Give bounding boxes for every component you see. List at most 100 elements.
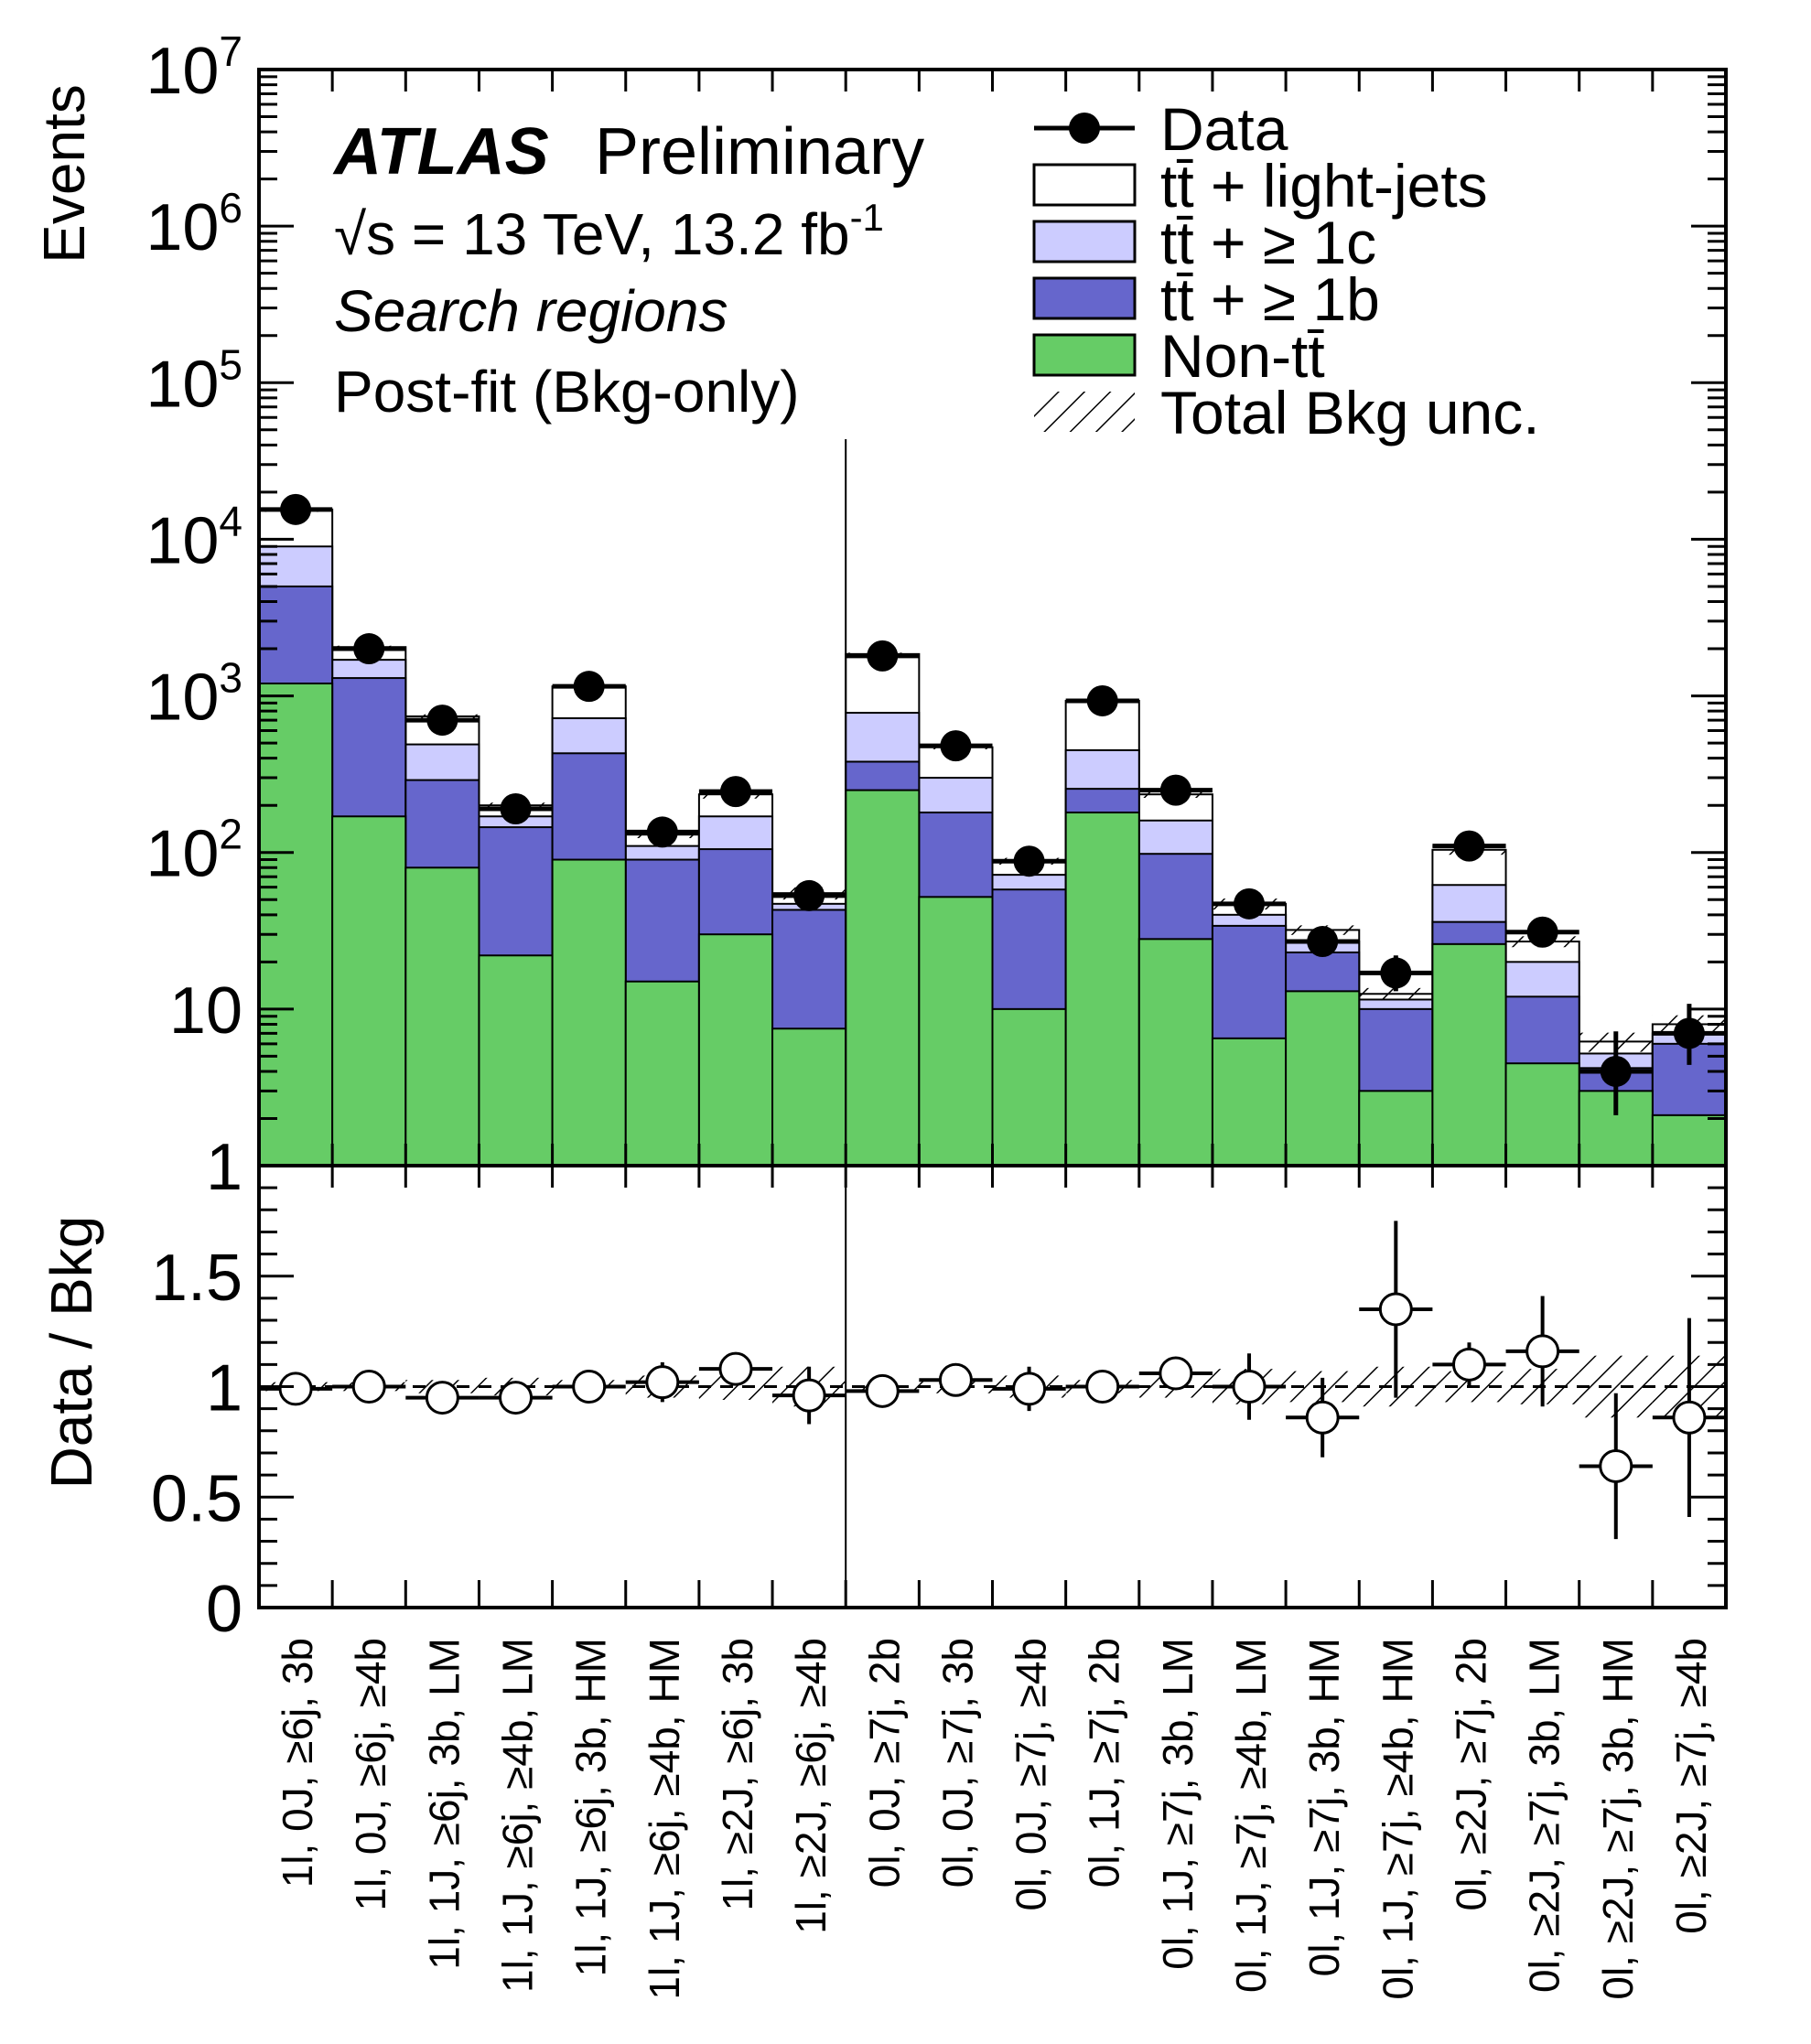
y-tick-label: 103 xyxy=(146,654,243,735)
ratio-point-5 xyxy=(572,1370,607,1404)
legend-swatch-4 xyxy=(1032,276,1137,320)
y-tick-base: 10 xyxy=(169,974,243,1048)
data-point-16 xyxy=(1380,957,1412,989)
category-label-3: 1l, 1J, ≥6j, 3b, LM xyxy=(420,1638,468,1970)
ratio-point-17 xyxy=(1451,1347,1486,1382)
y-tick-label: 106 xyxy=(146,184,243,264)
data-point-20 xyxy=(1673,1017,1705,1049)
legend-hatch xyxy=(1034,392,1135,432)
legend-label-5: Non-tt̄ xyxy=(1160,322,1325,390)
ratio-point-3 xyxy=(425,1381,459,1415)
ratio-point-12 xyxy=(1085,1370,1120,1404)
bar-nontt-18 xyxy=(1504,1062,1580,1167)
bkg-unc-16 xyxy=(1359,987,1433,1001)
bar-nontt-6 xyxy=(624,980,700,1167)
status-label: Preliminary xyxy=(595,115,924,188)
category-labels: 1l, 0J, ≥6j, 3b 1l, 0J, ≥6j, ≥4b 1l, 1J, ≥… xyxy=(274,1638,1715,2000)
ratio-point-20 xyxy=(1672,1400,1707,1435)
legend-swatch-3 xyxy=(1032,220,1137,264)
lumi-exponent: -1 xyxy=(850,196,884,239)
category-label-2: 1l, 0J, ≥6j, ≥4b xyxy=(347,1638,394,1911)
ratio-point-16 xyxy=(1378,1292,1413,1327)
atlas-label: ATLAS Preliminary √s = 13 TeV, 13.2 fb-1… xyxy=(332,115,924,425)
data-point-15 xyxy=(1307,926,1339,958)
energy-lumi-text: √s = 13 TeV, 13.2 fb xyxy=(334,201,850,267)
ratio-point-14 xyxy=(1232,1370,1267,1404)
ratio-point-13 xyxy=(1159,1356,1193,1391)
legend-swatch-2 xyxy=(1032,163,1137,207)
ratio-y-axis-label: Data / Bkg xyxy=(38,1216,104,1490)
category-label-16: 0l, 1J, ≥7j, ≥4b, HM xyxy=(1374,1638,1421,2000)
category-label-18: 0l, ≥2J, ≥7j, 3b, LM xyxy=(1521,1638,1568,1993)
category-label-13: 0l, 1J, ≥7j, 3b, LM xyxy=(1154,1638,1202,1970)
y-tick-exponent: 4 xyxy=(219,497,243,544)
y-tick-base: 10 xyxy=(146,35,219,108)
y-tick-base: 10 xyxy=(146,348,219,421)
region-label: Search regions xyxy=(334,278,728,344)
data-point-11 xyxy=(1013,845,1045,877)
bar-nontt-8 xyxy=(771,1027,847,1167)
y-tick-label: 105 xyxy=(146,340,243,421)
ratio-point-2 xyxy=(351,1370,386,1404)
y-tick-label: 1 xyxy=(206,1131,243,1204)
ratio-tick-label: 1.5 xyxy=(151,1242,243,1315)
ratio-point-4 xyxy=(499,1381,534,1415)
data-point-7 xyxy=(719,776,751,808)
data-point-8 xyxy=(793,879,825,911)
data-point-2 xyxy=(353,633,385,665)
category-label-15: 0l, 1J, ≥7j, 3b, HM xyxy=(1300,1638,1348,1976)
ratio-point-18 xyxy=(1525,1334,1560,1369)
category-label-11: 0l, 0J, ≥7j, ≥4b xyxy=(1008,1638,1055,1911)
main-panel xyxy=(258,493,1727,1167)
data-point-19 xyxy=(1600,1055,1632,1087)
y-axis-label: Events xyxy=(31,84,97,264)
bar-nontt-9 xyxy=(845,789,921,1167)
ratio-panel xyxy=(259,1221,1726,1540)
ratio-point-9 xyxy=(865,1373,900,1408)
y-tick-label: 102 xyxy=(146,811,243,891)
legend-swatch-5 xyxy=(1032,333,1137,377)
category-label-8: 1l, ≥2J, ≥6j, ≥4b xyxy=(787,1638,835,1934)
ratio-point-10 xyxy=(938,1362,973,1397)
legend-label-6: Total Bkg unc. xyxy=(1160,379,1540,446)
category-label-20: 0l, ≥2J, ≥7j, ≥4b xyxy=(1667,1638,1715,1934)
legend-data-marker xyxy=(1069,113,1100,144)
energy-lumi-label: √s = 13 TeV, 13.2 fb-1 xyxy=(334,196,884,267)
y-tick-base: 10 xyxy=(146,662,219,735)
y-tick-exponent: 6 xyxy=(219,184,243,231)
y-tick-base: 10 xyxy=(146,818,219,891)
ratio-point-1 xyxy=(278,1372,313,1406)
bar-nontt-16 xyxy=(1358,1090,1434,1167)
y-tick-base: 1 xyxy=(206,1131,243,1204)
category-label-5: 1l, 1J, ≥6j, 3b, HM xyxy=(567,1638,615,1976)
category-label-7: 1l, ≥2J, ≥6j, 3b xyxy=(714,1638,761,1911)
data-point-3 xyxy=(426,705,458,737)
y-tick-exponent: 3 xyxy=(219,654,243,702)
ratio-point-7 xyxy=(718,1351,753,1386)
data-point-1 xyxy=(280,493,312,525)
legend-label-1: Data xyxy=(1160,95,1288,163)
bar-nontt-20 xyxy=(1651,1113,1727,1167)
bar-nontt-14 xyxy=(1211,1037,1288,1167)
y-tick-label: 107 xyxy=(146,27,243,108)
y-tick-exponent: 7 xyxy=(219,27,243,75)
category-label-12: 0l, 1J, ≥7j, 2b xyxy=(1081,1638,1128,1888)
y-tick-base: 10 xyxy=(146,504,219,577)
category-label-9: 0l, 0J, ≥7j, 2b xyxy=(860,1638,908,1888)
fit-label: Post-fit (Bkg-only) xyxy=(334,359,800,425)
ratio-point-6 xyxy=(645,1365,680,1400)
data-point-17 xyxy=(1453,830,1485,862)
ratio-point-15 xyxy=(1305,1400,1340,1435)
ratio-tick-label: 1 xyxy=(206,1352,243,1425)
y-tick-exponent: 5 xyxy=(219,340,243,388)
ratio-tick-label: 0 xyxy=(206,1573,243,1646)
y-tick-label: 10 xyxy=(169,974,243,1048)
category-label-4: 1l, 1J, ≥6j, ≥4b, LM xyxy=(494,1638,542,1993)
data-point-13 xyxy=(1159,774,1191,806)
category-label-1: 1l, 0J, ≥6j, 3b xyxy=(274,1638,321,1888)
data-point-18 xyxy=(1526,916,1558,948)
bar-nontt-17 xyxy=(1431,942,1507,1167)
